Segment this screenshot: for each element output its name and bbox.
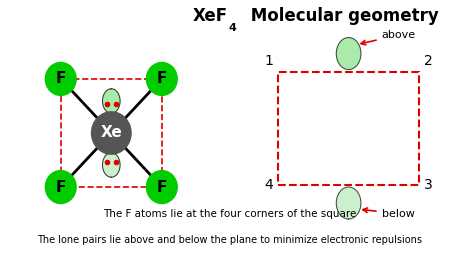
Text: 3: 3	[424, 178, 433, 192]
Text: Molecular geometry: Molecular geometry	[246, 7, 439, 26]
Text: The lone pairs lie above and below the plane to minimize electronic repulsions: The lone pairs lie above and below the p…	[37, 235, 422, 245]
Text: F: F	[55, 72, 66, 86]
Polygon shape	[102, 153, 120, 177]
Polygon shape	[336, 187, 361, 219]
Circle shape	[91, 112, 131, 154]
Text: F: F	[156, 72, 167, 86]
Text: 1: 1	[264, 54, 273, 68]
Circle shape	[46, 63, 76, 95]
Text: XeF: XeF	[192, 7, 228, 26]
Text: 4: 4	[264, 178, 273, 192]
Circle shape	[46, 171, 76, 203]
Text: F: F	[156, 180, 167, 194]
Text: below: below	[363, 208, 414, 219]
Text: above: above	[361, 30, 416, 45]
Text: 4: 4	[228, 23, 236, 34]
Text: 2: 2	[424, 54, 433, 68]
Circle shape	[146, 63, 177, 95]
Text: Xe: Xe	[100, 126, 122, 140]
Polygon shape	[102, 89, 120, 113]
Text: F: F	[55, 180, 66, 194]
Polygon shape	[336, 38, 361, 69]
Circle shape	[146, 171, 177, 203]
Text: The F atoms lie at the four corners of the square: The F atoms lie at the four corners of t…	[103, 209, 356, 219]
